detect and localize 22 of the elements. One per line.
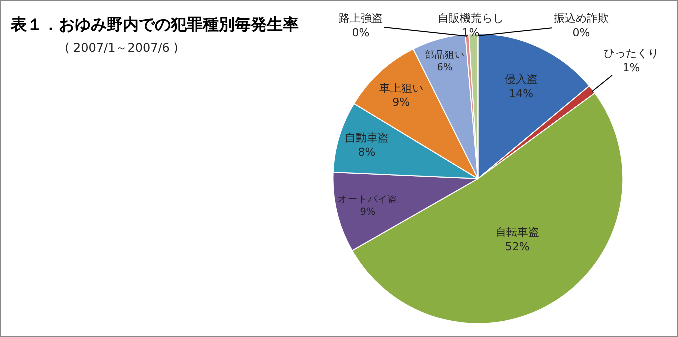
data-label: 52% bbox=[505, 240, 530, 254]
category-label: 振込め詐欺 bbox=[554, 12, 609, 25]
data-label: 8% bbox=[358, 146, 376, 159]
slice-label: 侵入盗 bbox=[504, 73, 538, 86]
slice-label: オートバイ盗 bbox=[338, 193, 398, 206]
data-label: 6% bbox=[437, 62, 453, 74]
data-label: 1% bbox=[622, 61, 640, 74]
data-label: 9% bbox=[360, 207, 376, 218]
slice-label: 部品狙い bbox=[424, 49, 465, 62]
slice-label: 車上狙い bbox=[379, 82, 424, 95]
text: 表１．おゆみ野内での犯罪種別毎発生率 bbox=[10, 15, 300, 34]
data-label: 1% bbox=[462, 26, 480, 40]
data-label: 9% bbox=[392, 96, 410, 110]
data-label: 0% bbox=[352, 26, 370, 40]
slice-label: 自転車盗 bbox=[496, 226, 540, 240]
text: 0% bbox=[572, 26, 590, 40]
slice-label: ひったくり bbox=[604, 47, 659, 60]
slice-label: 自動車盗 bbox=[345, 132, 390, 145]
text: ( 2007/1～2007/6 ) bbox=[65, 41, 178, 55]
slice-label: 自販機荒らし bbox=[438, 12, 504, 25]
data-label: 14% bbox=[509, 87, 534, 100]
slice-label: 路上強盗 bbox=[339, 12, 383, 25]
